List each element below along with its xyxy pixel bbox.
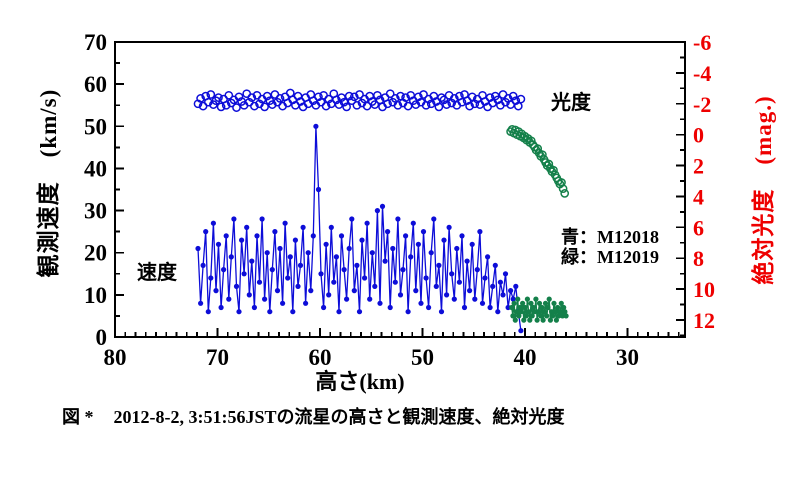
caption-text: 2012-8-2, 3:51:56JSTの流星の高さと観測速度、絶対光度 [113,407,565,427]
y-left-tick-label: 0 [96,325,108,350]
y-left-tick-label: 70 [84,30,107,55]
y-left-tick-label: 50 [84,114,107,139]
y-right-tick-label: 10 [693,277,715,302]
y-right-tick-label: 8 [693,246,704,271]
y-right-tick-label: -2 [693,92,711,117]
y-right-tick-label: 12 [693,308,715,333]
y-right-tick-label: -6 [693,30,711,55]
legend-line-green: 緑：M12019 [561,247,659,267]
left-axis-title: 観測速度 (km/s) [36,88,61,278]
series-M12019-velocity [509,296,569,323]
right-axis-title: 絶対光度 (mag.) [751,95,776,285]
y-right-tick-label: 6 [693,215,704,240]
x-tick-label: 30 [616,345,639,370]
axis-tick-labels: 80 70 60 50 40 30 0 10 20 30 40 50 60 70 -6 -4 -2 0 2 4 6 8 10… [84,30,715,370]
legend: 青：M12018 緑：M12019 [561,227,659,267]
x-tick-label: 40 [513,345,536,370]
legend-line-blue: 青：M12018 [561,227,659,247]
meteor-chart: 80 70 60 50 40 30 0 10 20 30 40 50 60 70 -6 -4 -2 0 2 4 6 8 10… [84,30,715,370]
series-M12018-velocity [195,123,524,334]
magnitude-annotation: 光度 [551,92,591,114]
y-left-tick-label: 20 [84,241,107,266]
velocity-annotation: 速度 [137,262,177,284]
axis-ticks [114,41,685,338]
y-left-tick-label: 10 [84,283,107,308]
figure-caption: 図 * 2012-8-2, 3:51:56JSTの流星の高さと観測速度、絶対光度 [62,403,565,429]
y-right-tick-label: -4 [693,61,711,86]
x-tick-label: 60 [308,345,331,370]
series-M12018-magnitude [193,88,526,112]
x-axis-title: 高さ(km) [315,369,405,394]
x-tick-label: 70 [206,345,229,370]
y-left-tick-label: 40 [84,156,107,181]
y-right-tick-label: 2 [693,154,704,179]
series-M12019-magnitude [506,124,570,198]
caption-prefix: 図 * [62,407,94,427]
x-tick-label: 50 [411,345,434,370]
y-right-tick-label: 4 [693,184,704,209]
x-tick-label: 80 [104,345,127,370]
y-left-tick-label: 30 [84,199,107,224]
y-right-tick-label: 0 [693,123,704,148]
y-left-tick-label: 60 [84,72,107,97]
